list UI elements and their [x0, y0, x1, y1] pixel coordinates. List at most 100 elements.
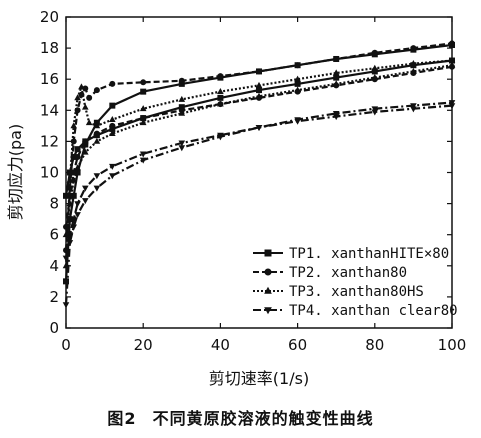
x-tick-label: 0: [61, 336, 71, 354]
data-point: [82, 148, 89, 155]
series-2-ramp-down-line: [64, 65, 453, 228]
x-tick-label: 100: [438, 336, 467, 354]
data-point: [70, 138, 77, 145]
data-point: [109, 102, 116, 109]
y-tick-label: 0: [49, 319, 59, 337]
data-point: [294, 118, 301, 125]
series-3-ramp-up-line: [64, 59, 453, 266]
data-point: [139, 151, 147, 158]
data-point: [294, 86, 301, 93]
legend: TP1. xanthanHITE×80 TP2. xanthan80 TP3. xa…: [253, 246, 458, 319]
data-point: [140, 88, 147, 95]
series-4: [62, 100, 456, 309]
data-point: [140, 115, 147, 122]
data-point: [410, 103, 417, 110]
data-point: [109, 80, 116, 87]
data-point: [109, 125, 116, 132]
x-tick-label: 80: [365, 336, 384, 354]
plot-frame: [65, 16, 453, 329]
data-point: [74, 169, 81, 176]
data-point: [294, 75, 301, 82]
data-point: [85, 119, 93, 126]
legend-marker: [264, 268, 272, 276]
data-point: [70, 176, 78, 183]
figure-title: 不同黄原胶溶液的触变性曲线: [152, 409, 374, 428]
data-point: [255, 81, 263, 88]
data-point: [332, 80, 340, 87]
data-point: [217, 132, 224, 139]
data-point: [139, 105, 147, 112]
data-point: [256, 87, 262, 94]
data-point: [332, 114, 340, 121]
data-point: [178, 80, 185, 87]
data-point: [140, 79, 147, 86]
data-point: [93, 122, 101, 129]
data-point: [139, 119, 147, 126]
data-point: [66, 232, 74, 239]
data-point: [74, 146, 81, 153]
data-point: [371, 106, 379, 113]
data-point: [333, 74, 340, 81]
data-point: [410, 67, 417, 74]
series-4-ramp-down-line: [64, 104, 453, 259]
data-point: [70, 192, 77, 199]
data-point: [74, 201, 81, 208]
data-point: [93, 137, 101, 144]
legend-label: TP2. xanthan80: [289, 265, 407, 281]
data-point: [74, 212, 81, 219]
data-point: [109, 163, 116, 170]
data-point: [93, 87, 100, 94]
data-point: [294, 62, 301, 69]
data-point: [371, 109, 379, 116]
data-point: [82, 141, 89, 148]
data-point: [371, 74, 379, 81]
data-point: [93, 130, 100, 137]
y-tick-label: 10: [40, 164, 59, 182]
data-point: [109, 130, 116, 137]
legend-marker: [264, 307, 272, 315]
data-point: [333, 55, 340, 62]
series-1-ramp-down-line: [64, 59, 453, 196]
data-point: [255, 125, 263, 132]
data-point: [217, 94, 224, 101]
data-point: [332, 111, 340, 118]
x-axis-title: 剪切速率(1/s): [209, 369, 309, 388]
data-point: [78, 83, 85, 90]
data-point: [178, 104, 185, 111]
data-point: [66, 216, 73, 223]
data-point: [93, 173, 101, 180]
y-axis-title: 剪切应力(pa): [6, 124, 25, 220]
x-tick-label: 60: [288, 336, 307, 354]
data-point: [109, 122, 116, 129]
series-2-ramp-up-line: [64, 42, 453, 251]
data-point: [82, 85, 89, 92]
legend-marker: [264, 249, 272, 257]
data-point: [74, 153, 81, 160]
data-point: [93, 185, 101, 192]
figure-number: 图2: [107, 409, 137, 428]
figure-caption: 图2 不同黄原胶溶液的触变性曲线: [0, 405, 481, 429]
data-point: [82, 198, 89, 205]
data-point: [178, 95, 186, 102]
data-point: [178, 140, 186, 147]
data-point: [371, 68, 378, 75]
data-point: [74, 94, 81, 101]
data-point: [217, 73, 224, 80]
data-point: [86, 94, 93, 101]
y-tick-label: 16: [40, 70, 59, 88]
axes: 0 20 40 60 80 100 0 2 4 6 8 10 12 14 16 18 20: [40, 8, 466, 354]
data-point: [294, 80, 301, 87]
series-3-ramp-down-line: [64, 64, 453, 235]
data-point: [82, 138, 89, 145]
data-point: [371, 64, 379, 71]
series-3: [62, 56, 456, 269]
data-point: [70, 153, 77, 160]
data-point: [371, 49, 378, 56]
y-tick-label: 2: [49, 288, 59, 306]
data-point: [410, 45, 417, 52]
data-point: [109, 173, 116, 180]
x-tick-label: 40: [211, 336, 230, 354]
y-tick-label: 12: [40, 132, 59, 150]
data-point: [139, 157, 147, 164]
y-tick-label: 8: [49, 195, 59, 213]
